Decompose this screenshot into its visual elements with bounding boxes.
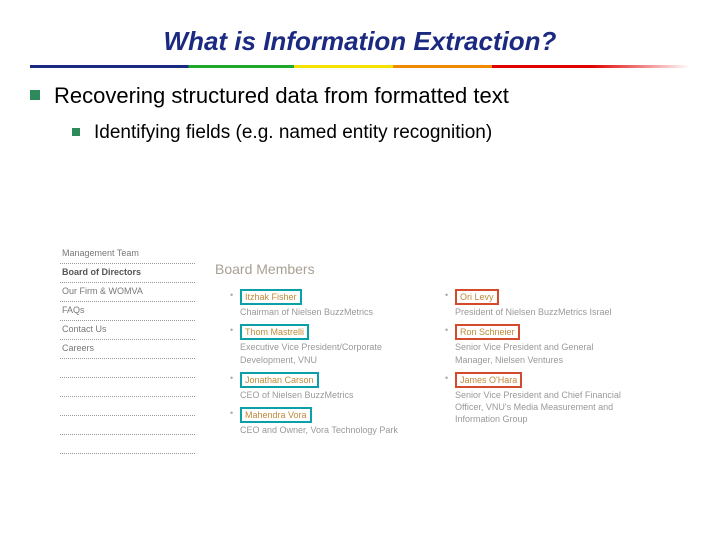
sidebar-item: Careers xyxy=(60,340,195,359)
board-member: James O'Hara Senior Vice President and Ch… xyxy=(445,372,630,426)
bullet-square-icon xyxy=(72,128,80,136)
member-name-highlight: Mahendra Vora xyxy=(240,407,312,423)
board-member: Jonathan Carson CEO of Nielsen BuzzMetric… xyxy=(230,372,415,401)
member-name-highlight: Ron Schneier xyxy=(455,324,520,340)
member-role: President of Nielsen BuzzMetrics Israel xyxy=(455,307,612,317)
member-role: Executive Vice President/Corporate Devel… xyxy=(240,342,382,364)
board-member: Ori Levy President of Nielsen BuzzMetrics… xyxy=(445,289,630,318)
board-member: Itzhak Fisher Chairman of Nielsen BuzzMet… xyxy=(230,289,415,318)
member-name-highlight: James O'Hara xyxy=(455,372,522,388)
example-screenshot: Management TeamBoard of DirectorsOur Fir… xyxy=(60,245,660,505)
sidebar-item: Management Team xyxy=(60,245,195,264)
sidebar-item: Contact Us xyxy=(60,321,195,340)
sidebar-item-empty xyxy=(60,359,195,378)
example-sidebar: Management TeamBoard of DirectorsOur Fir… xyxy=(60,245,195,454)
member-role: Senior Vice President and General Manage… xyxy=(455,342,593,364)
board-member: Ron Schneier Senior Vice President and Ge… xyxy=(445,324,630,365)
member-role: CEO and Owner, Vora Technology Park xyxy=(240,425,398,435)
bullet-level-2: Identifying fields (e.g. named entity re… xyxy=(72,121,690,146)
member-role: Senior Vice President and Chief Financia… xyxy=(455,390,621,424)
sidebar-item: Our Firm & WOMVA xyxy=(60,283,195,302)
board-member: Mahendra Vora CEO and Owner, Vora Technol… xyxy=(230,407,415,436)
member-name-highlight: Itzhak Fisher xyxy=(240,289,302,305)
member-name-highlight: Ori Levy xyxy=(455,289,499,305)
title-underline xyxy=(30,65,690,68)
bullet-2-text: Identifying fields (e.g. named entity re… xyxy=(94,121,492,146)
slide-title: What is Information Extraction? xyxy=(30,26,690,57)
sidebar-item-empty xyxy=(60,416,195,435)
sidebar-item-empty xyxy=(60,435,195,454)
member-role: Chairman of Nielsen BuzzMetrics xyxy=(240,307,373,317)
board-member: Thom Mastrelli Executive Vice President/C… xyxy=(230,324,415,365)
members-column-right: Ori Levy President of Nielsen BuzzMetrics… xyxy=(445,289,630,442)
sidebar-item-empty xyxy=(60,397,195,416)
member-role: CEO of Nielsen BuzzMetrics xyxy=(240,390,354,400)
sidebar-item: FAQs xyxy=(60,302,195,321)
panel-heading: Board Members xyxy=(215,261,315,277)
member-name-highlight: Jonathan Carson xyxy=(240,372,319,388)
member-name-highlight: Thom Mastrelli xyxy=(240,324,309,340)
bullet-square-icon xyxy=(30,90,40,100)
bullet-level-1: Recovering structured data from formatte… xyxy=(30,82,690,111)
bullet-1-text: Recovering structured data from formatte… xyxy=(54,82,509,111)
sidebar-item-empty xyxy=(60,378,195,397)
sidebar-item: Board of Directors xyxy=(60,264,195,283)
members-column-left: Itzhak Fisher Chairman of Nielsen BuzzMet… xyxy=(230,289,415,442)
